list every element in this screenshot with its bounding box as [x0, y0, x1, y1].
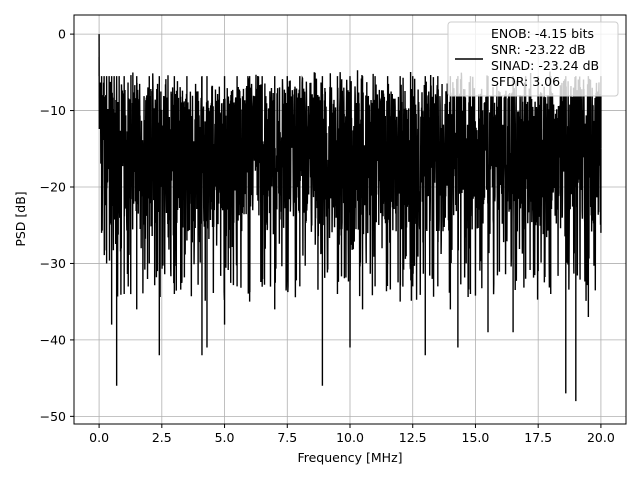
legend-line-sinad: SINAD: -23.24 dB	[491, 58, 599, 73]
y-tick-label: −20	[40, 180, 66, 195]
x-tick-label: 5.0	[215, 430, 235, 445]
x-tick-label: 17.5	[524, 430, 552, 445]
y-tick-label: 0	[58, 27, 66, 42]
x-axis-ticks: 0.0 2.5 5.0 7.5 10.0 12.5 15.0 17.5 20.0	[89, 424, 615, 445]
y-axis-label: PSD [dB]	[13, 191, 28, 246]
series-group	[98, 34, 602, 402]
y-tick-label: −10	[40, 103, 66, 118]
legend-line-snr: SNR: -23.22 dB	[491, 42, 586, 57]
series-psd-line	[98, 34, 602, 402]
y-axis-ticks: 0 −10 −20 −30 −40 −50	[40, 27, 74, 424]
legend-line-enob: ENOB: -4.15 bits	[491, 26, 594, 41]
x-tick-label: 2.5	[152, 430, 172, 445]
x-tick-label: 20.0	[587, 430, 615, 445]
x-tick-label: 7.5	[277, 430, 297, 445]
y-tick-label: −30	[40, 256, 66, 271]
x-axis-label: Frequency [MHz]	[297, 450, 402, 465]
x-tick-label: 10.0	[336, 430, 364, 445]
x-tick-label: 15.0	[462, 430, 490, 445]
legend-line-sfdr: SFDR: 3.06	[491, 74, 560, 89]
y-tick-label: −40	[40, 332, 66, 347]
legend: ENOB: -4.15 bits SNR: -23.22 dB SINAD: -…	[447, 21, 619, 97]
x-tick-label: 0.0	[89, 430, 109, 445]
y-tick-label: −50	[40, 409, 66, 424]
x-tick-label: 12.5	[399, 430, 427, 445]
legend-box	[447, 21, 619, 97]
